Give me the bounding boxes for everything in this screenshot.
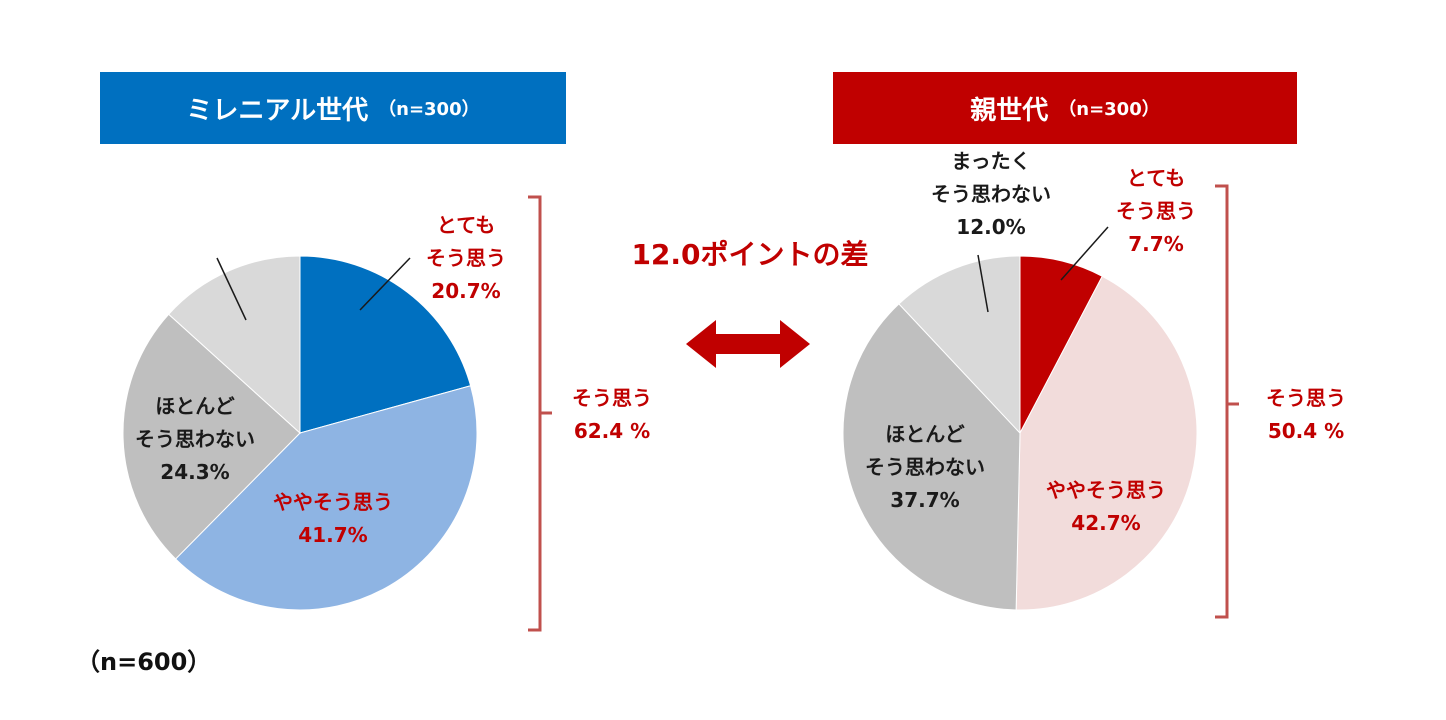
- right-summary-bracket: [1215, 184, 1239, 619]
- pie-0-slice-1: [174, 385, 478, 611]
- pie-1-label-3: まったくそう思わない 12.0%: [931, 149, 1051, 239]
- pie-1-slice-3: [898, 255, 1021, 435]
- pie-0-leader-3: [216, 257, 247, 321]
- left-summary-value: 62.4 %: [574, 419, 650, 443]
- left-panel-n: （n=300）: [378, 99, 480, 120]
- pie-0-leader-0: [359, 257, 411, 311]
- pie-0-slice-3: [168, 255, 301, 435]
- left-summary-label: そう思う: [572, 386, 652, 410]
- left-panel-header: ミレニアル世代 （n=300）: [100, 72, 566, 144]
- pie-1-slice-1: [1015, 275, 1198, 611]
- right-pie: とてもそう思う 7.7% ややそう思う 42.7% ほとんどそう思わない 37.7% まった…: [842, 149, 1198, 611]
- right-panel-title: 親世代: [970, 95, 1049, 126]
- pie-0-label-0: とてもそう思う 20.7%: [426, 213, 506, 303]
- right-panel-header: 親世代 （n=300）: [833, 72, 1297, 144]
- left-summary-bracket: [528, 195, 552, 632]
- pie-0-label-1: ややそう思う 41.7%: [273, 490, 393, 547]
- pie-1-leader-3: [977, 254, 989, 313]
- left-panel-title: ミレニアル世代: [186, 95, 369, 126]
- left-pie: とてもそう思う 20.7% ややそう思う 41.7% ほとんどそう思わない 24.3%: [122, 213, 506, 611]
- sample-size-note: （n=600）: [76, 648, 212, 676]
- difference-label: 12.0ポイントの差: [631, 238, 868, 271]
- pie-1-label-0: とてもそう思う 7.7%: [1116, 166, 1196, 256]
- pie-0-slice-2: [122, 313, 301, 560]
- right-summary-label: そう思う: [1266, 386, 1346, 410]
- right-summary-value: 50.4 %: [1268, 419, 1344, 443]
- double-arrow-icon: [686, 320, 810, 368]
- pie-1-label-1: ややそう思う 42.7%: [1046, 478, 1166, 535]
- pie-1-label-2: ほとんどそう思わない 37.7%: [865, 422, 985, 512]
- pie-1-leader-0: [1060, 226, 1109, 281]
- pie-1-slice-2: [842, 303, 1021, 611]
- right-panel-n: （n=300）: [1058, 99, 1160, 120]
- pie-0-label-2: ほとんどそう思わない 24.3%: [135, 394, 255, 484]
- pie-0-slice-0: [299, 255, 472, 434]
